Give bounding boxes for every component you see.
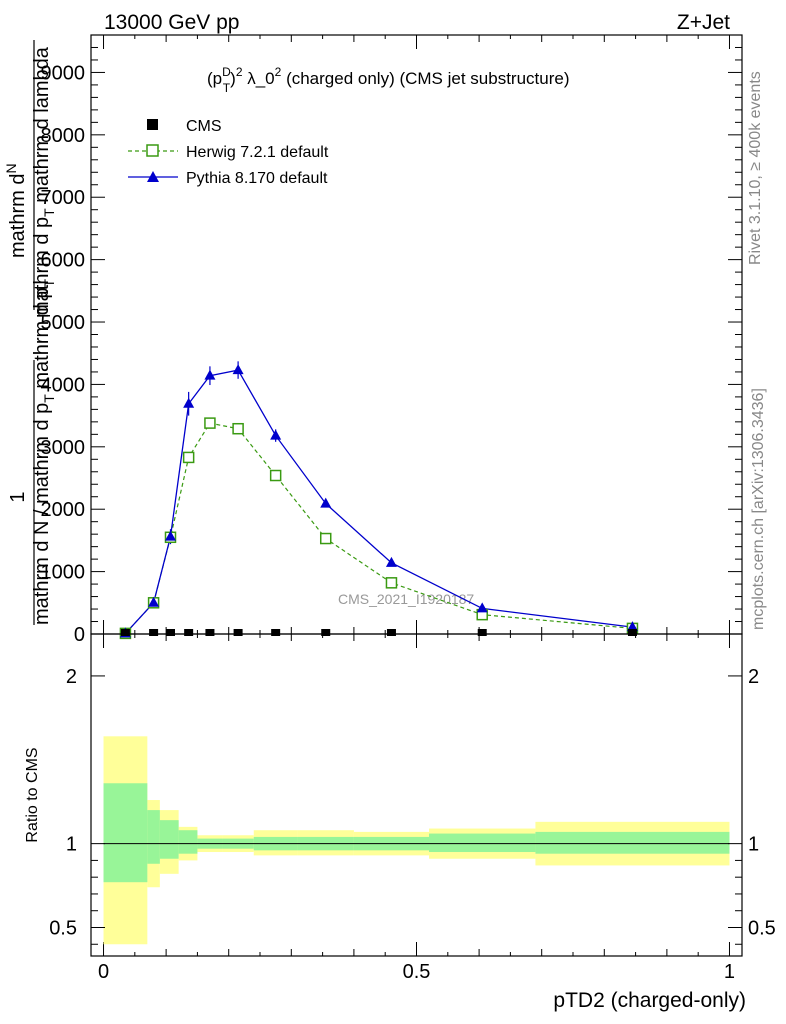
- ratio-ylabel: Ratio to CMS: [24, 747, 41, 842]
- top-ylabel: 1 mathrm d N / mathrm d pT mathrm d pT m…: [3, 40, 57, 625]
- top-ytick-label: 7000: [41, 187, 86, 209]
- xlabel: pTD2 (charged-only): [553, 989, 746, 1012]
- cms-point: [477, 629, 487, 636]
- cms-point: [184, 629, 194, 636]
- rivet-label: Rivet 3.1.10, ≥ 400k events: [747, 71, 764, 265]
- ratio-ytick-label-left: 2: [66, 666, 77, 688]
- ratio-panel-frame: [90, 633, 743, 957]
- pythia-point: [232, 364, 244, 375]
- xtick-label: 0.5: [403, 961, 431, 983]
- herwig-point: [182, 451, 195, 464]
- cms-point: [271, 629, 281, 636]
- top-ytick-label: 9000: [41, 62, 86, 84]
- ratio-inner-band: [178, 830, 198, 854]
- pythia-point: [164, 530, 176, 541]
- plot-title: (pD T)2 λ_02 (charged only) (CMS jet subs…: [207, 65, 570, 95]
- ratio-inner-band: [159, 820, 179, 859]
- herwig-point: [319, 532, 332, 545]
- pythia-point: [270, 429, 282, 440]
- cms-point: [321, 629, 331, 636]
- xtick-labels: 0 0.5 1: [98, 961, 735, 983]
- cms-point: [149, 629, 159, 636]
- ratio-ytick-label-left: 1: [66, 834, 77, 856]
- ylabel-denominator: mathrm d N / mathrm d pT mathrm d pT: [31, 278, 57, 625]
- legend-herwig-label: Herwig 7.2.1 default: [186, 144, 329, 161]
- ratio-inner-band: [103, 783, 148, 883]
- ratio-ytick-labels: 0.5 0.5 1 1 2 2: [49, 666, 776, 940]
- ratio-ytick-label-left: 0.5: [49, 917, 77, 939]
- cms-point: [386, 629, 396, 636]
- legend-pythia-marker: [147, 171, 159, 182]
- pythia-point: [385, 556, 397, 567]
- top-ytick-label: 0: [74, 624, 85, 646]
- cms-point: [120, 629, 130, 636]
- top-ytick-label: 5000: [41, 312, 86, 334]
- ratio-inner-band: [535, 831, 730, 854]
- ylabel-fraction-numerator: mathrm dN: [3, 163, 29, 258]
- top-series: [119, 361, 639, 640]
- pythia-point: [148, 596, 160, 607]
- top-ytick-labels: 0 1000 2000 3000 4000 5000 6000 7000 8000 9000: [41, 62, 86, 646]
- legend-pythia-label: Pythia 8.170 default: [186, 170, 328, 187]
- top-ytick-label: 2000: [41, 499, 86, 521]
- top-ticks: [91, 34, 742, 956]
- watermark: CMS_2021_I1920187: [338, 591, 474, 607]
- herwig-point: [385, 577, 398, 589]
- process-label: Z+Jet: [677, 11, 730, 34]
- ratio-ytick-label-right: 1: [748, 834, 759, 856]
- ratio-ytick-label-right: 0.5: [748, 917, 776, 939]
- herwig-point: [232, 422, 244, 435]
- energy-label: 13000 GeV pp: [104, 11, 239, 34]
- top-ytick-label: 8000: [41, 125, 86, 147]
- ylabel-fraction-denominator: mathrm d pT mathrm d lambda: [31, 46, 57, 318]
- xtick-label: 0: [98, 961, 109, 983]
- ratio-ytick-label-right: 2: [748, 666, 759, 688]
- legend-cms-label: CMS: [186, 118, 222, 135]
- pythia-point: [204, 369, 216, 380]
- cms-point: [205, 629, 215, 636]
- cms-point: [165, 629, 175, 636]
- herwig-point: [269, 469, 282, 482]
- legend-cms-marker: [147, 119, 158, 130]
- legend: CMS Herwig 7.2.1 default Pythia 8.170 de…: [128, 118, 329, 187]
- ratio-bands: [103, 736, 730, 945]
- top-ytick-label: 1000: [41, 562, 86, 584]
- xtick-label: 1: [724, 961, 735, 983]
- top-ytick-label: 3000: [41, 437, 86, 459]
- cms-point: [233, 629, 243, 636]
- herwig-point: [204, 417, 216, 429]
- top-ytick-label: 4000: [41, 374, 86, 396]
- ylabel-one: 1: [7, 491, 29, 502]
- pythia-point: [320, 497, 332, 508]
- pythia-point: [626, 621, 638, 632]
- pythia-point: [183, 397, 195, 408]
- ratio-ticks: [91, 675, 742, 945]
- ratio-inner-band: [429, 833, 536, 853]
- ratio-inner-band: [147, 810, 160, 864]
- cms-point: [627, 629, 637, 636]
- mcplots-label: mcplots.cern.ch [arXiv:1306.3436]: [750, 388, 767, 630]
- top-ytick-label: 6000: [41, 250, 86, 272]
- pythia-point: [476, 602, 488, 613]
- legend-herwig-marker: [146, 144, 159, 157]
